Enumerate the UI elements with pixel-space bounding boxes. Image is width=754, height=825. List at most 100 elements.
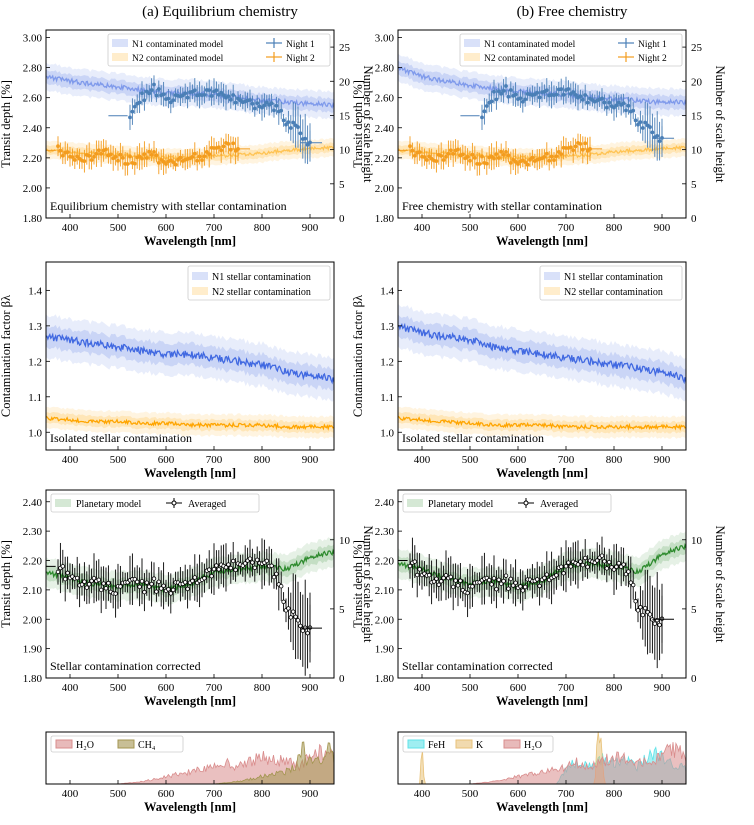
x-tick-label: 400	[62, 788, 79, 800]
point-Night 2	[75, 154, 80, 159]
x-tick-label: 900	[654, 682, 671, 694]
x-tick-label: 400	[62, 454, 79, 466]
x-tick-label: 600	[158, 454, 175, 466]
point-Averaged	[62, 576, 68, 582]
y-right-tick-label: 10	[691, 145, 703, 157]
point-Night 2	[233, 148, 238, 153]
legend-label: N1 contaminated model	[132, 40, 224, 50]
y-tick-label: 1.4	[28, 285, 42, 297]
point-Night 2	[511, 157, 516, 162]
point-Night 1	[518, 96, 523, 101]
point-Night 2	[173, 162, 178, 167]
x-tick-label: 700	[206, 682, 223, 694]
y-right-tick-label: 0	[691, 213, 697, 225]
point-Averaged	[252, 565, 257, 570]
x-axis-label: Wavelength [nm]	[144, 234, 236, 248]
legend-swatch	[112, 53, 128, 61]
point-Night 2	[204, 150, 209, 154]
x-tick-label: 600	[158, 682, 175, 694]
point-Averaged	[192, 575, 197, 580]
legend-box	[50, 735, 184, 753]
point-Averaged	[223, 565, 229, 570]
point-Averaged	[626, 569, 631, 574]
point-Night 1	[602, 100, 607, 105]
y-tick-label: 2.40	[375, 497, 395, 509]
point-Averaged	[434, 576, 439, 581]
point-Night 1	[185, 95, 190, 100]
point-Night 1	[585, 100, 590, 105]
point-Night 1	[255, 101, 260, 106]
point-Night 2	[508, 160, 513, 165]
legend-label: CH₄	[138, 740, 156, 751]
point-Averaged	[595, 558, 600, 563]
x-tick-label: 900	[654, 222, 671, 234]
point-Averaged	[230, 558, 236, 564]
point-Night 1	[238, 98, 243, 103]
point-Night 2	[168, 158, 173, 163]
point-Night 2	[60, 153, 65, 158]
x-tick-label: 700	[558, 222, 575, 234]
point-Night 2	[207, 152, 212, 157]
panel-annotation: Isolated stellar contamination	[402, 431, 544, 445]
point-Averaged	[103, 586, 109, 591]
point-Night 1	[214, 88, 219, 93]
point-Night 2	[484, 161, 489, 166]
x-tick-label: 500	[110, 788, 127, 800]
point-Averaged	[151, 576, 157, 581]
point-Averaged	[269, 563, 274, 568]
band-N2 stellar contamination	[46, 412, 334, 434]
point-Night 1	[513, 92, 518, 97]
point-Averaged	[599, 553, 605, 558]
point-Averaged	[523, 584, 528, 590]
legend-swatch	[464, 39, 480, 47]
point-Averaged	[568, 564, 573, 569]
y-right-tick-label: 10	[339, 145, 351, 157]
point-Averaged	[415, 572, 420, 578]
area-H₂O	[46, 743, 334, 784]
legend-swatch	[544, 272, 560, 280]
y-right-tick-label: 20	[691, 76, 703, 88]
point-Night 1	[612, 105, 616, 110]
point-Night 2	[571, 148, 576, 153]
point-Night 1	[262, 103, 267, 108]
axes-frame	[45, 489, 335, 679]
point-Night 2	[140, 156, 144, 161]
legend-swatch	[112, 39, 128, 47]
y-tick-label: 1.2	[28, 356, 42, 368]
point-Averaged	[134, 579, 140, 585]
legend-label: Planetary model	[76, 499, 141, 510]
x-tick-label: 600	[510, 222, 527, 234]
band-N2 stellar contamination	[46, 406, 334, 439]
y-tick-label: 3.00	[23, 33, 43, 45]
x-tick-label: 400	[414, 682, 431, 694]
legend-swatch	[192, 272, 208, 280]
point-Averaged	[84, 585, 89, 590]
y-tick-label: 2.00	[23, 614, 43, 626]
point-Averaged	[501, 578, 506, 584]
point-Averaged	[139, 579, 145, 584]
point-Night 1	[544, 88, 549, 93]
band-N2 stellar contamination	[398, 406, 686, 439]
point-Averaged	[89, 578, 94, 584]
point-Night 1	[286, 120, 291, 125]
legend-label: H₂O	[76, 740, 94, 751]
point-Averaged	[583, 555, 588, 561]
legend-label: N1 stellar contamination	[564, 272, 663, 283]
legend: N1 contaminated model N2 contaminated mod…	[459, 33, 683, 67]
point-Averaged	[602, 559, 607, 564]
point-Night 1	[147, 91, 152, 96]
point-Night 2	[549, 154, 554, 159]
point-Night 1	[291, 120, 296, 125]
y-tick-label: 1.4	[380, 285, 394, 297]
point-Night 1	[202, 92, 207, 97]
point-Night 2	[72, 158, 77, 162]
point-Averaged	[113, 591, 118, 596]
point-Averaged	[535, 577, 540, 582]
point-Night 1	[489, 99, 494, 104]
point-Averaged	[82, 579, 87, 584]
point-Night 1	[607, 100, 612, 105]
point-Averaged	[132, 577, 137, 582]
point-Night 2	[137, 154, 142, 159]
legend: Planetary model Averaged	[50, 493, 260, 513]
point-Night 2	[161, 159, 166, 164]
